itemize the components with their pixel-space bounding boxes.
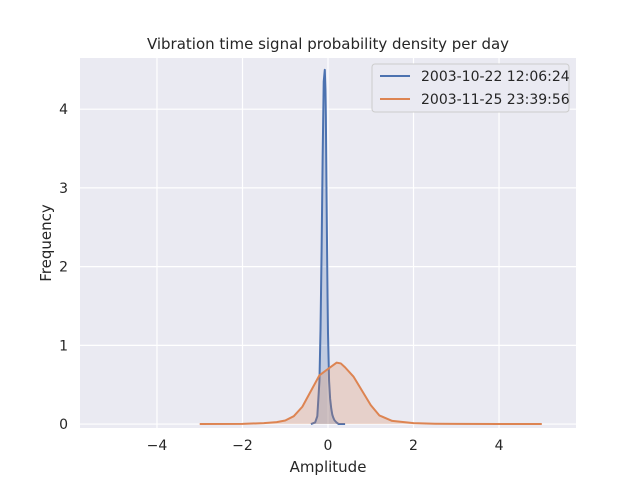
x-tick-label: −2 xyxy=(232,438,253,454)
tick-labels: −4 −2 0 2 4 0 1 2 3 4 xyxy=(59,102,503,454)
series-2-fill xyxy=(199,362,542,425)
x-tick-label: 2 xyxy=(409,438,418,454)
y-tick-label: 4 xyxy=(59,102,68,118)
x-axis-label: Amplitude xyxy=(290,458,367,476)
x-tick-label: 0 xyxy=(324,438,333,454)
series-2-line xyxy=(199,361,542,426)
x-tick-label: −4 xyxy=(147,438,168,454)
legend-label-series-1: 2003-10-22 12:06:24 xyxy=(421,69,570,85)
series-layer xyxy=(199,68,542,426)
legend-box xyxy=(371,63,570,113)
y-tick-label: 0 xyxy=(59,417,68,433)
y-tick-label: 3 xyxy=(59,181,68,197)
legend-label-series-2: 2003-11-25 23:39:56 xyxy=(421,92,570,108)
y-tick-label: 1 xyxy=(59,338,68,354)
x-tick-label: 4 xyxy=(495,438,504,454)
y-tick-label: 2 xyxy=(59,260,68,276)
chart-title: Vibration time signal probability densit… xyxy=(147,35,509,53)
legend: 2003-10-22 12:06:24 2003-11-25 23:39:56 xyxy=(371,63,570,113)
series-1-line xyxy=(310,68,346,426)
y-axis-label: Frequency xyxy=(37,204,55,282)
